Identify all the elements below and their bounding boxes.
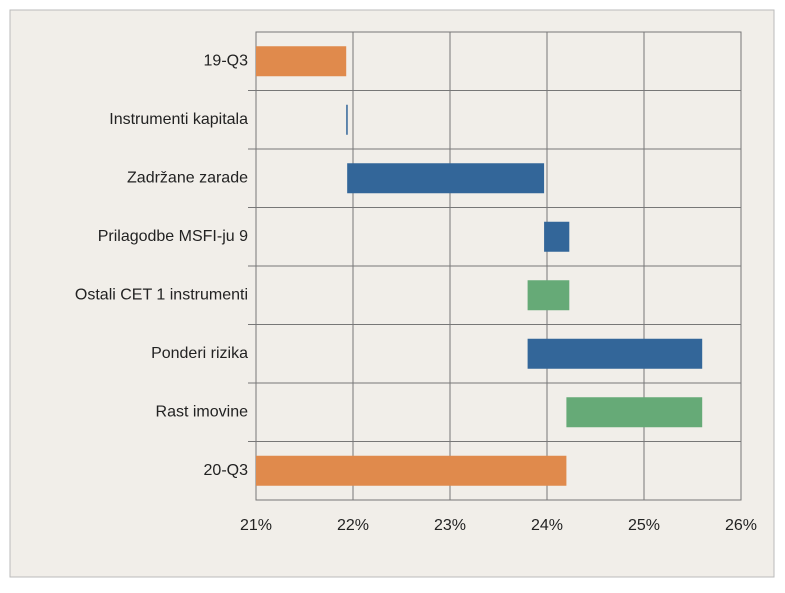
bar xyxy=(347,163,545,194)
y-tick-label: 20-Q3 xyxy=(204,462,249,479)
x-tick-label: 25% xyxy=(628,517,660,534)
y-tick-label: Rast imovine xyxy=(156,403,249,420)
x-tick-label: 24% xyxy=(531,517,563,534)
bar xyxy=(544,221,570,252)
x-tick-label: 26% xyxy=(725,517,757,534)
bar xyxy=(566,397,703,428)
x-tick-label: 22% xyxy=(337,517,369,534)
x-tick-label: 23% xyxy=(434,517,466,534)
y-tick-label: Ponderi rizika xyxy=(151,345,248,362)
y-tick-label: 19-Q3 xyxy=(204,52,249,69)
y-tick-label: Prilagodbe MSFI-ju 9 xyxy=(98,228,248,245)
y-tick-label: Zadržane zarade xyxy=(127,169,248,186)
bar xyxy=(346,104,348,135)
y-tick-label: Ostali CET 1 instrumenti xyxy=(75,286,248,303)
bar xyxy=(256,46,347,77)
bar xyxy=(527,338,703,369)
x-tick-label: 21% xyxy=(240,517,272,534)
bar xyxy=(256,455,567,486)
bar xyxy=(527,280,570,311)
y-tick-label: Instrumenti kapitala xyxy=(109,111,248,128)
